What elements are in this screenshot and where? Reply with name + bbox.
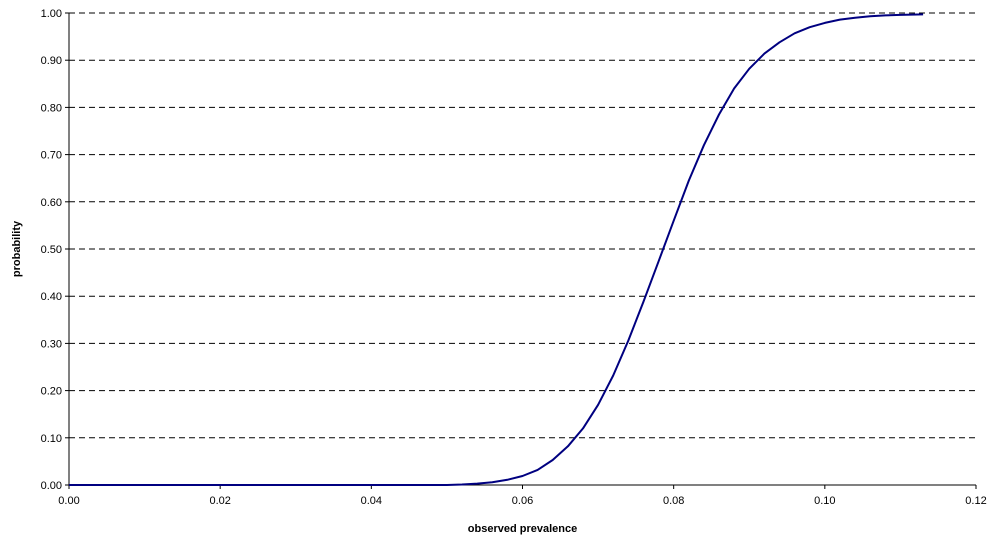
x-tick-label: 0.02 — [209, 495, 230, 507]
y-tick-label: 1.00 — [41, 8, 62, 20]
x-tick-label: 0.04 — [361, 495, 382, 507]
y-tick-label: 0.60 — [41, 197, 62, 209]
y-tick-label: 0.00 — [41, 480, 62, 492]
y-tick-label: 0.40 — [41, 291, 62, 303]
x-tick-label: 0.00 — [58, 495, 79, 507]
y-axis-title: probability — [11, 220, 23, 277]
series-layer — [69, 13, 924, 486]
y-tick-label: 0.20 — [41, 386, 62, 398]
y-tick-label: 0.70 — [41, 150, 62, 162]
x-tick-label: 0.08 — [663, 495, 684, 507]
y-tick-label: 0.10 — [41, 433, 62, 445]
y-tick-label: 0.80 — [41, 102, 62, 114]
x-axis-title: observed prevalence — [468, 523, 577, 535]
y-tick-label: 0.50 — [41, 244, 62, 256]
y-axis-ticks: 0.00 0.10 0.20 0.30 0.40 0.50 0.60 0.70 0.80 0.90… — [41, 8, 69, 492]
y-tick-label: 0.30 — [41, 338, 62, 350]
y-tick-label: 0.90 — [41, 55, 62, 67]
x-tick-label: 0.06 — [512, 495, 533, 507]
x-axis-ticks: 0.00 0.02 0.04 0.06 0.08 0.10 0.12 — [58, 485, 987, 507]
x-tick-label: 0.10 — [814, 495, 835, 507]
gridlines — [69, 12, 976, 439]
x-tick-label: 0.12 — [965, 495, 986, 507]
series-line — [69, 13, 924, 486]
